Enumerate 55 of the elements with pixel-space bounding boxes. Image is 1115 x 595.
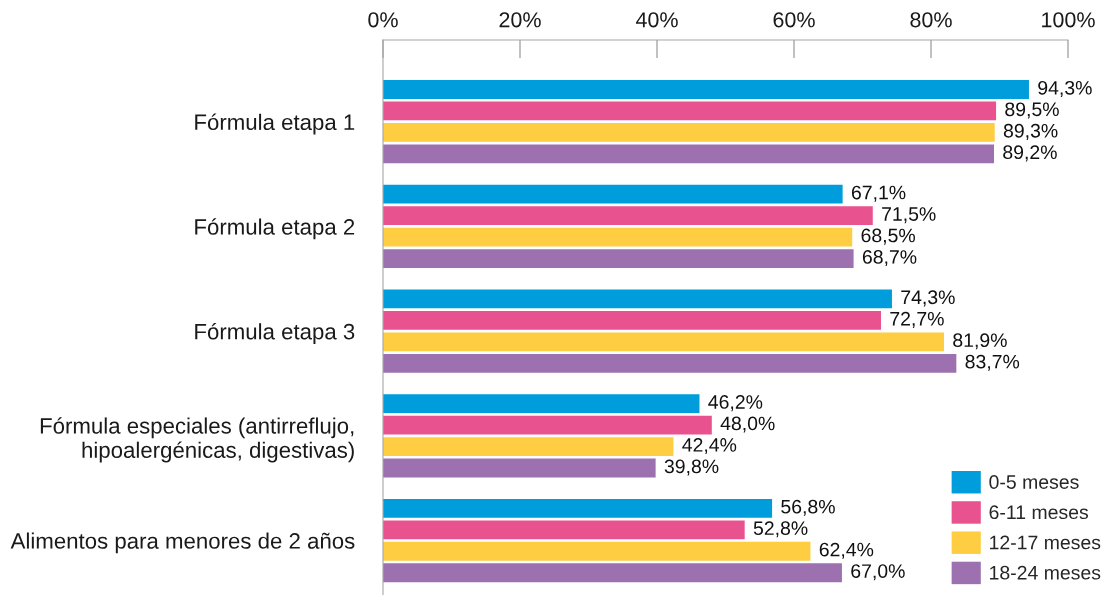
data-label: 89,5% [1005,102,1059,119]
y-tick-label: Alimentos para menores de 2 años [10,532,355,554]
data-label: 89,2% [1003,145,1057,162]
data-label: 81,9% [953,333,1007,350]
y-tick-label: Fórmula especiales (antirreflujo, hipoalergénicas, digestivas) [40,417,354,463]
y-tick-label: Fórmula etapa 2 [195,218,355,240]
bar [383,563,842,583]
x-tick-label: 80% [910,12,952,28]
x-tick-label: 60% [773,12,815,28]
bar [383,101,997,121]
data-label: 67,1% [851,185,906,202]
legend-label: 0-5 meses [989,475,1079,489]
bar [383,122,995,142]
bar [383,144,995,164]
data-label: 67,0% [851,564,905,581]
bar [383,498,773,518]
data-label: 68,7% [862,250,917,267]
bar [383,394,700,414]
data-label: 74,3% [901,290,955,307]
bar [383,80,1029,99]
data-label: 68,5% [861,228,915,245]
data-label: 71,5% [882,207,936,224]
x-tick-label: 0% [368,12,398,28]
y-tick-label: Fórmula etapa 1 [195,113,355,135]
data-label: 42,4% [682,438,737,455]
bar [383,437,674,456]
data-label: 39,8% [664,459,719,476]
x-tick-label: 40% [635,12,678,28]
y-tick-label: Fórmula etapa 3 [195,322,355,344]
x-tick-label: 20% [499,12,541,28]
data-label: 83,7% [965,354,1020,371]
bar [383,520,745,540]
data-label: 94,3% [1038,80,1092,97]
data-label: 56,8% [781,499,835,516]
bar [383,310,881,330]
data-label: 52,8% [753,521,808,538]
legend-label: 18-24 meses [990,565,1101,580]
bar [383,206,873,226]
bar [383,541,811,561]
data-label: 48,0% [720,416,775,433]
data-label: 72,7% [890,311,944,328]
legend-label: 12-17 meses [990,535,1101,550]
bar [383,332,945,352]
data-label: 89,3% [1003,123,1058,140]
bar [383,227,853,247]
data-label: 46,2% [708,395,763,412]
bar [383,249,854,269]
bar [383,458,656,478]
legend-label: 6-11 meses [989,505,1089,520]
bar [383,184,843,204]
data-label: 62,4% [819,542,874,559]
x-tick-label: 100% [1042,12,1095,28]
bar [383,289,892,309]
bar [383,415,712,435]
bar [383,353,957,373]
